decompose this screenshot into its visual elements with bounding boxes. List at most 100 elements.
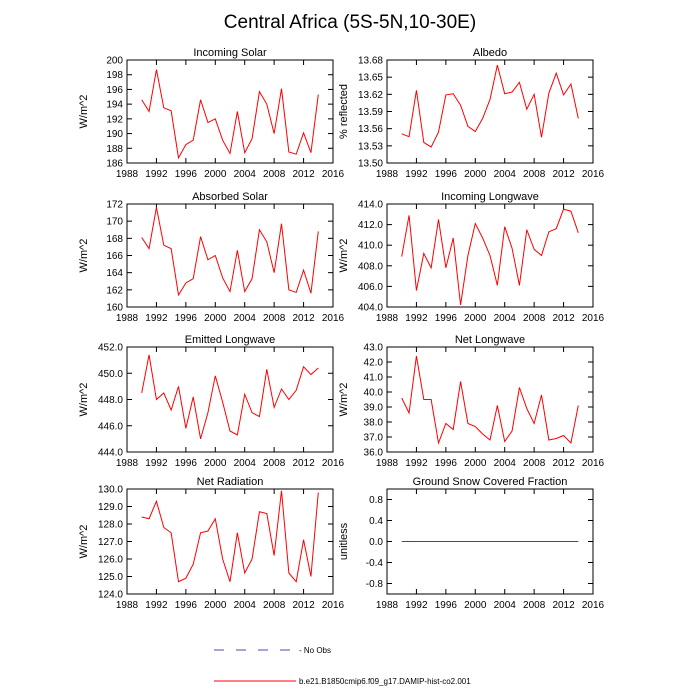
- y-tick-label: 192: [106, 114, 123, 125]
- y-axis-label: W/m^2: [78, 525, 90, 559]
- y-tick-label: 194: [106, 100, 123, 111]
- y-tick-label: 408.0: [358, 261, 383, 272]
- y-tick-label: 13.56: [358, 124, 383, 135]
- y-tick-label: 452.0: [98, 343, 123, 354]
- y-tick-label: 448.0: [98, 395, 123, 406]
- x-tick-label: 2016: [322, 313, 345, 324]
- x-tick-label: 1992: [145, 600, 168, 611]
- x-tick-label: 2008: [263, 458, 286, 469]
- x-tick-label: 2008: [523, 458, 546, 469]
- x-tick-label: 1988: [376, 313, 399, 324]
- panel-title: Albedo: [473, 47, 507, 59]
- y-tick-label: 188: [106, 144, 123, 155]
- y-tick-label: 0.0: [369, 537, 383, 548]
- y-tick-label: 125.0: [98, 572, 123, 583]
- x-tick-label: 1992: [145, 458, 168, 469]
- y-tick-label: 404.0: [358, 303, 383, 314]
- x-tick-label: 1992: [405, 169, 428, 180]
- x-tick-label: 1992: [145, 169, 168, 180]
- x-tick-label: 2004: [234, 458, 257, 469]
- y-tick-label: 13.62: [358, 90, 383, 101]
- panel-2: Absorbed Solar 1988 1992 1996 2000 2004 2008 20…: [78, 191, 345, 324]
- y-tick-label: -0.4: [366, 558, 384, 569]
- x-tick-label: 2000: [204, 458, 227, 469]
- x-tick-label: 2016: [582, 169, 605, 180]
- x-tick-label: 2012: [292, 313, 315, 324]
- x-tick-label: 1988: [116, 458, 139, 469]
- x-tick-label: 1992: [145, 313, 168, 324]
- x-tick-label: 2012: [552, 313, 575, 324]
- y-axis-label: W/m^2: [78, 383, 90, 417]
- y-tick-label: -0.8: [366, 579, 384, 590]
- y-tick-label: 13.59: [358, 107, 383, 118]
- x-tick-label: 2000: [464, 313, 487, 324]
- y-tick-label: 160: [106, 303, 123, 314]
- x-tick-label: 2016: [582, 600, 605, 611]
- x-tick-label: 2012: [552, 458, 575, 469]
- x-tick-label: 1988: [116, 313, 139, 324]
- y-tick-label: 13.68: [358, 56, 383, 67]
- x-tick-label: 2012: [552, 169, 575, 180]
- x-tick-label: 2004: [494, 600, 517, 611]
- y-tick-label: 196: [106, 85, 123, 96]
- x-tick-label: 1988: [116, 600, 139, 611]
- panel-title: Absorbed Solar: [192, 191, 268, 203]
- y-tick-label: 42.0: [364, 358, 384, 369]
- y-tick-label: 168: [106, 234, 123, 245]
- x-tick-label: 2000: [204, 313, 227, 324]
- y-tick-label: 444.0: [98, 448, 123, 459]
- legend-no-obs-label: - No Obs: [299, 646, 331, 655]
- y-axis-label: W/m^2: [78, 239, 90, 273]
- y-tick-label: 129.0: [98, 502, 123, 513]
- panel-5: Net Longwave 1988 1992 1996 2000 2004 2008 2012…: [338, 334, 605, 469]
- x-tick-label: 2008: [263, 313, 286, 324]
- x-tick-label: 1996: [175, 169, 198, 180]
- y-axis-label: W/m^2: [338, 383, 350, 417]
- series-line-0: [401, 208, 579, 306]
- x-tick-label: 2004: [494, 458, 517, 469]
- y-tick-label: 172: [106, 200, 123, 211]
- figure-title: Central Africa (5S-5N,10-30E): [224, 12, 476, 33]
- y-tick-label: 127.0: [98, 537, 123, 548]
- x-tick-label: 1988: [116, 169, 139, 180]
- y-tick-label: 0.8: [369, 495, 383, 506]
- y-tick-label: 164: [106, 268, 123, 279]
- series-line-0: [401, 65, 579, 148]
- x-tick-label: 1988: [376, 169, 399, 180]
- panel-title: Incoming Longwave: [441, 191, 539, 203]
- x-tick-label: 2004: [234, 313, 257, 324]
- x-tick-label: 1996: [175, 458, 198, 469]
- y-tick-label: 446.0: [98, 421, 123, 432]
- y-axis-label: % reflected: [338, 84, 350, 139]
- y-tick-label: 450.0: [98, 369, 123, 380]
- y-tick-label: 166: [106, 251, 123, 262]
- panel-6: Net Radiation 1988 1992 1996 2000 2004 2008 201…: [78, 476, 345, 611]
- panel-title: Net Longwave: [455, 334, 525, 346]
- plot-frame: [386, 346, 594, 453]
- x-tick-label: 2008: [523, 313, 546, 324]
- x-tick-label: 1992: [405, 313, 428, 324]
- y-tick-label: 126.0: [98, 555, 123, 566]
- x-tick-label: 1992: [405, 458, 428, 469]
- y-tick-label: 162: [106, 285, 123, 296]
- x-tick-label: 2008: [263, 600, 286, 611]
- x-tick-label: 2012: [292, 169, 315, 180]
- series-line-0: [401, 355, 579, 445]
- plot-frame: [126, 59, 334, 164]
- y-tick-label: 200: [106, 56, 123, 67]
- x-tick-label: 2016: [582, 458, 605, 469]
- x-tick-label: 2000: [204, 169, 227, 180]
- series-line-0: [141, 490, 319, 583]
- plot-frame: [386, 203, 594, 308]
- panel-4: Emitted Longwave 1988 1992 1996 2000 2004 2008…: [78, 334, 345, 469]
- x-tick-label: 2008: [523, 169, 546, 180]
- x-tick-label: 1988: [376, 458, 399, 469]
- panel-3: Incoming Longwave 1988 1992 1996 2000 2004 200…: [338, 191, 605, 324]
- x-tick-label: 2012: [292, 600, 315, 611]
- y-tick-label: 36.0: [364, 448, 384, 459]
- x-tick-label: 2000: [464, 458, 487, 469]
- panel-title: Net Radiation: [197, 476, 264, 488]
- panel-0: Incoming Solar 1988 1992 1996 2000 2004 2008 20…: [78, 47, 345, 180]
- y-tick-label: 37.0: [364, 433, 384, 444]
